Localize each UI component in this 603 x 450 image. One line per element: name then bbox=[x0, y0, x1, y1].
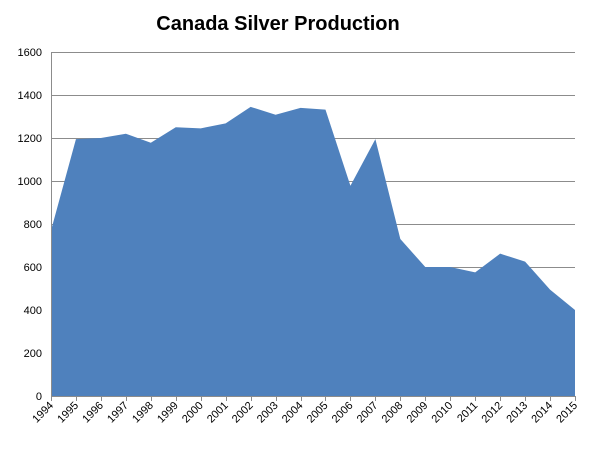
x-tick-label: 1995 bbox=[55, 400, 81, 426]
x-tick-label: 2013 bbox=[504, 400, 530, 426]
x-tick-label: 1998 bbox=[130, 400, 156, 426]
x-tick-label: 2011 bbox=[455, 400, 480, 425]
x-tick-label: 2007 bbox=[355, 400, 381, 426]
y-tick-label: 0 bbox=[36, 391, 42, 403]
x-tick-label: 1997 bbox=[105, 400, 131, 426]
y-tick-label: 600 bbox=[24, 262, 42, 274]
x-tick-label: 2000 bbox=[180, 400, 206, 426]
y-tick-label: 1400 bbox=[18, 90, 42, 102]
x-tick-label: 2014 bbox=[529, 400, 555, 426]
x-tick-label: 2015 bbox=[554, 400, 580, 426]
y-tick-label: 1600 bbox=[18, 47, 42, 59]
x-tick-label: 2006 bbox=[330, 400, 356, 426]
x-tick-label: 2003 bbox=[255, 400, 281, 426]
y-tick-labels: 0 200 400 600 800 1000 1200 1400 1600 bbox=[18, 47, 42, 403]
y-tick-label: 200 bbox=[24, 348, 42, 360]
x-tick-label: 2004 bbox=[280, 400, 306, 426]
x-tick-label: 1996 bbox=[80, 400, 106, 426]
x-tick-label: 2001 bbox=[205, 400, 231, 426]
x-tick-label: 2012 bbox=[479, 400, 505, 426]
x-tick-label: 2008 bbox=[380, 400, 406, 426]
area-series bbox=[51, 107, 575, 396]
x-tick-label: 1999 bbox=[155, 400, 181, 426]
y-tick-label: 1200 bbox=[18, 133, 42, 145]
y-tick-label: 400 bbox=[24, 305, 42, 317]
y-tick-label: 1000 bbox=[18, 176, 42, 188]
x-tick-label: 2009 bbox=[405, 400, 431, 426]
chart-title: Canada Silver Production bbox=[156, 13, 399, 35]
y-tick-label: 800 bbox=[24, 219, 42, 231]
x-tick-label: 2010 bbox=[430, 400, 456, 426]
x-tick-label: 2005 bbox=[305, 400, 331, 426]
x-tick-label: 1994 bbox=[30, 400, 56, 426]
plot-area bbox=[51, 107, 575, 396]
x-tick-label: 2002 bbox=[230, 400, 256, 426]
